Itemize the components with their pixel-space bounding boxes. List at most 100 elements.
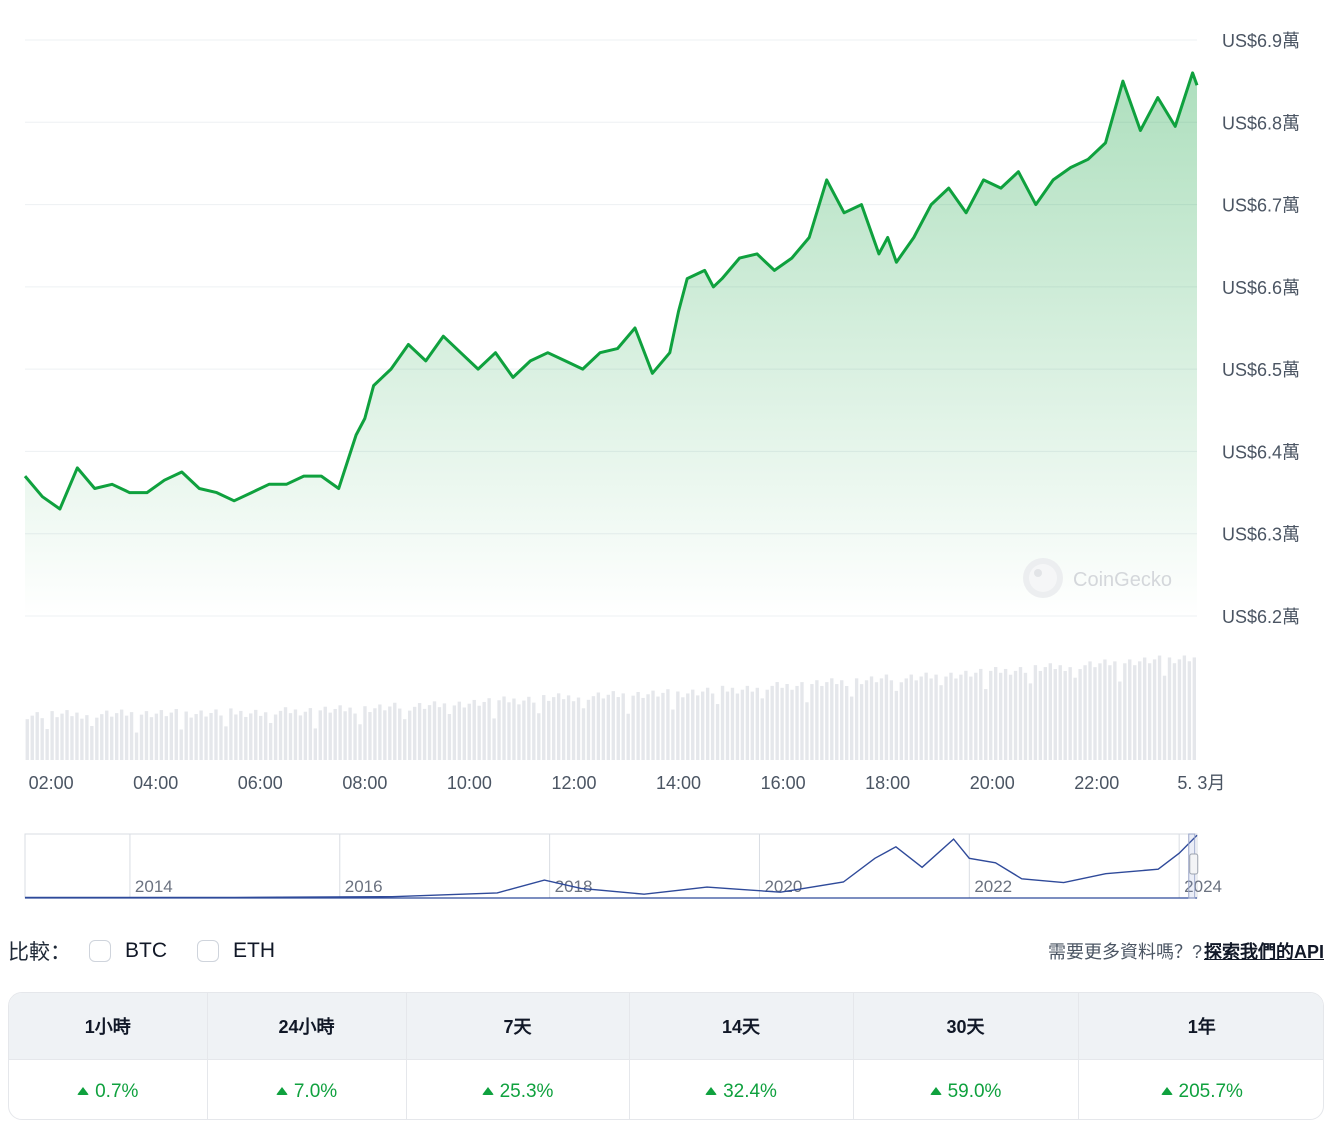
volume-bar	[417, 703, 422, 760]
volume-bar	[268, 722, 273, 760]
volume-bar	[1083, 665, 1087, 760]
y-tick-label: US$6.4萬	[1222, 442, 1300, 462]
volume-bar	[80, 718, 84, 760]
volume-bar	[845, 686, 849, 760]
price-area-layer	[23, 71, 1199, 616]
x-tick-label: 04:00	[133, 773, 178, 793]
navigator-tick-label: 2016	[345, 877, 383, 896]
compare-label: 比較：	[8, 941, 71, 964]
compare-row: 比較： BTC ETH 需要更多資料嗎？? 探索我們的API	[8, 934, 1324, 968]
volume-bar	[1088, 661, 1092, 760]
compare-eth-option[interactable]: ETH	[193, 939, 275, 963]
volume-bar	[40, 718, 44, 760]
volume-bar	[864, 680, 869, 760]
volume-bar	[770, 685, 774, 760]
volume-bar	[765, 689, 769, 760]
volume-bar	[710, 693, 715, 760]
navigator-line	[25, 834, 1198, 899]
btc-label: BTC	[125, 939, 167, 962]
volume-bar	[959, 674, 963, 760]
eth-checkbox[interactable]	[197, 940, 219, 962]
volume-bar	[944, 676, 948, 760]
volume-bar	[333, 708, 337, 760]
volume-bar	[442, 703, 447, 760]
price-area	[25, 72, 1197, 616]
volume-bar	[432, 701, 437, 760]
volume-bar	[283, 707, 288, 760]
volume-bar	[174, 709, 178, 760]
volume-bar	[234, 714, 238, 760]
volume-bar	[934, 674, 938, 760]
volume-bar	[472, 699, 476, 760]
header-14d: 14天	[629, 993, 854, 1060]
volume-bar	[974, 672, 978, 760]
volume-bar	[1058, 665, 1062, 760]
volume-bar	[775, 682, 779, 760]
volume-bar	[398, 708, 402, 760]
volume-bar	[1063, 670, 1067, 760]
compare-btc-option[interactable]: BTC	[85, 939, 167, 963]
volume-bar	[542, 695, 546, 760]
volume-bar	[100, 714, 104, 760]
volume-bar	[477, 705, 481, 760]
x-tick-label: 14:00	[656, 773, 701, 793]
volume-bar	[810, 684, 814, 760]
volume-bar	[914, 680, 918, 760]
x-tick-label: 10:00	[447, 773, 492, 793]
volume-bar	[129, 712, 134, 760]
volume-bar	[919, 676, 923, 760]
volume-bar	[780, 687, 784, 760]
volume-bar	[1008, 674, 1013, 760]
volume-bar	[323, 706, 327, 760]
volume-bar	[830, 678, 834, 760]
volume-bar	[154, 713, 159, 760]
volume-bar	[1138, 661, 1142, 760]
volume-bar	[497, 700, 501, 760]
volume-bar	[184, 711, 188, 760]
range-navigator[interactable]: 2014 2016 2018 2020 2022 2024	[0, 828, 1336, 908]
volume-bar	[373, 708, 377, 760]
price-chart[interactable]: CoinGecko US$6.9萬US$6.8萬US$6.7萬US$6.6萬US…	[0, 0, 1336, 810]
volume-bar	[854, 678, 859, 760]
volume-bar	[1177, 659, 1182, 760]
volume-bar	[124, 715, 129, 760]
volume-bar	[224, 726, 228, 760]
api-prompt: 需要更多資料嗎？? 探索我們的API	[1048, 938, 1324, 964]
y-tick-label: US$6.3萬	[1222, 525, 1300, 545]
caret-up-icon	[77, 1087, 90, 1095]
volume-bar	[383, 710, 387, 760]
btc-checkbox[interactable]	[89, 940, 111, 962]
volume-bar	[740, 689, 745, 760]
volume-bar	[989, 670, 993, 760]
volume-bar	[651, 690, 655, 760]
x-tick-label: 06:00	[238, 773, 283, 793]
volume-bar	[204, 716, 208, 760]
volume-bar	[1182, 655, 1187, 760]
volume-bar	[254, 709, 258, 760]
volume-bar	[616, 697, 620, 760]
navigator-tick-label: 2020	[764, 877, 802, 896]
volume-bar	[1192, 657, 1196, 760]
volume-bar	[909, 674, 913, 760]
volume-bar	[795, 685, 799, 760]
volume-bar	[199, 710, 203, 760]
volume-bar	[1147, 663, 1152, 760]
volume-bar	[25, 719, 29, 760]
volume-bar	[303, 711, 308, 760]
volume-bar	[452, 705, 457, 760]
volume-bar	[1172, 663, 1177, 760]
volume-bar	[969, 676, 973, 760]
volume-bar	[735, 693, 740, 760]
volume-bar	[134, 732, 139, 760]
y-tick-label: US$6.6萬	[1222, 278, 1300, 298]
volume-bar	[412, 706, 417, 760]
header-1h: 1小時	[9, 993, 208, 1060]
volume-bar	[358, 724, 362, 760]
volume-bar	[363, 706, 367, 760]
caret-up-icon	[481, 1087, 494, 1095]
y-tick-label: US$6.9萬	[1222, 31, 1300, 51]
explore-api-link[interactable]: 探索我們的API	[1203, 942, 1324, 962]
volume-bar	[293, 709, 298, 760]
volume-bar	[631, 695, 635, 760]
volume-bar	[661, 692, 665, 760]
